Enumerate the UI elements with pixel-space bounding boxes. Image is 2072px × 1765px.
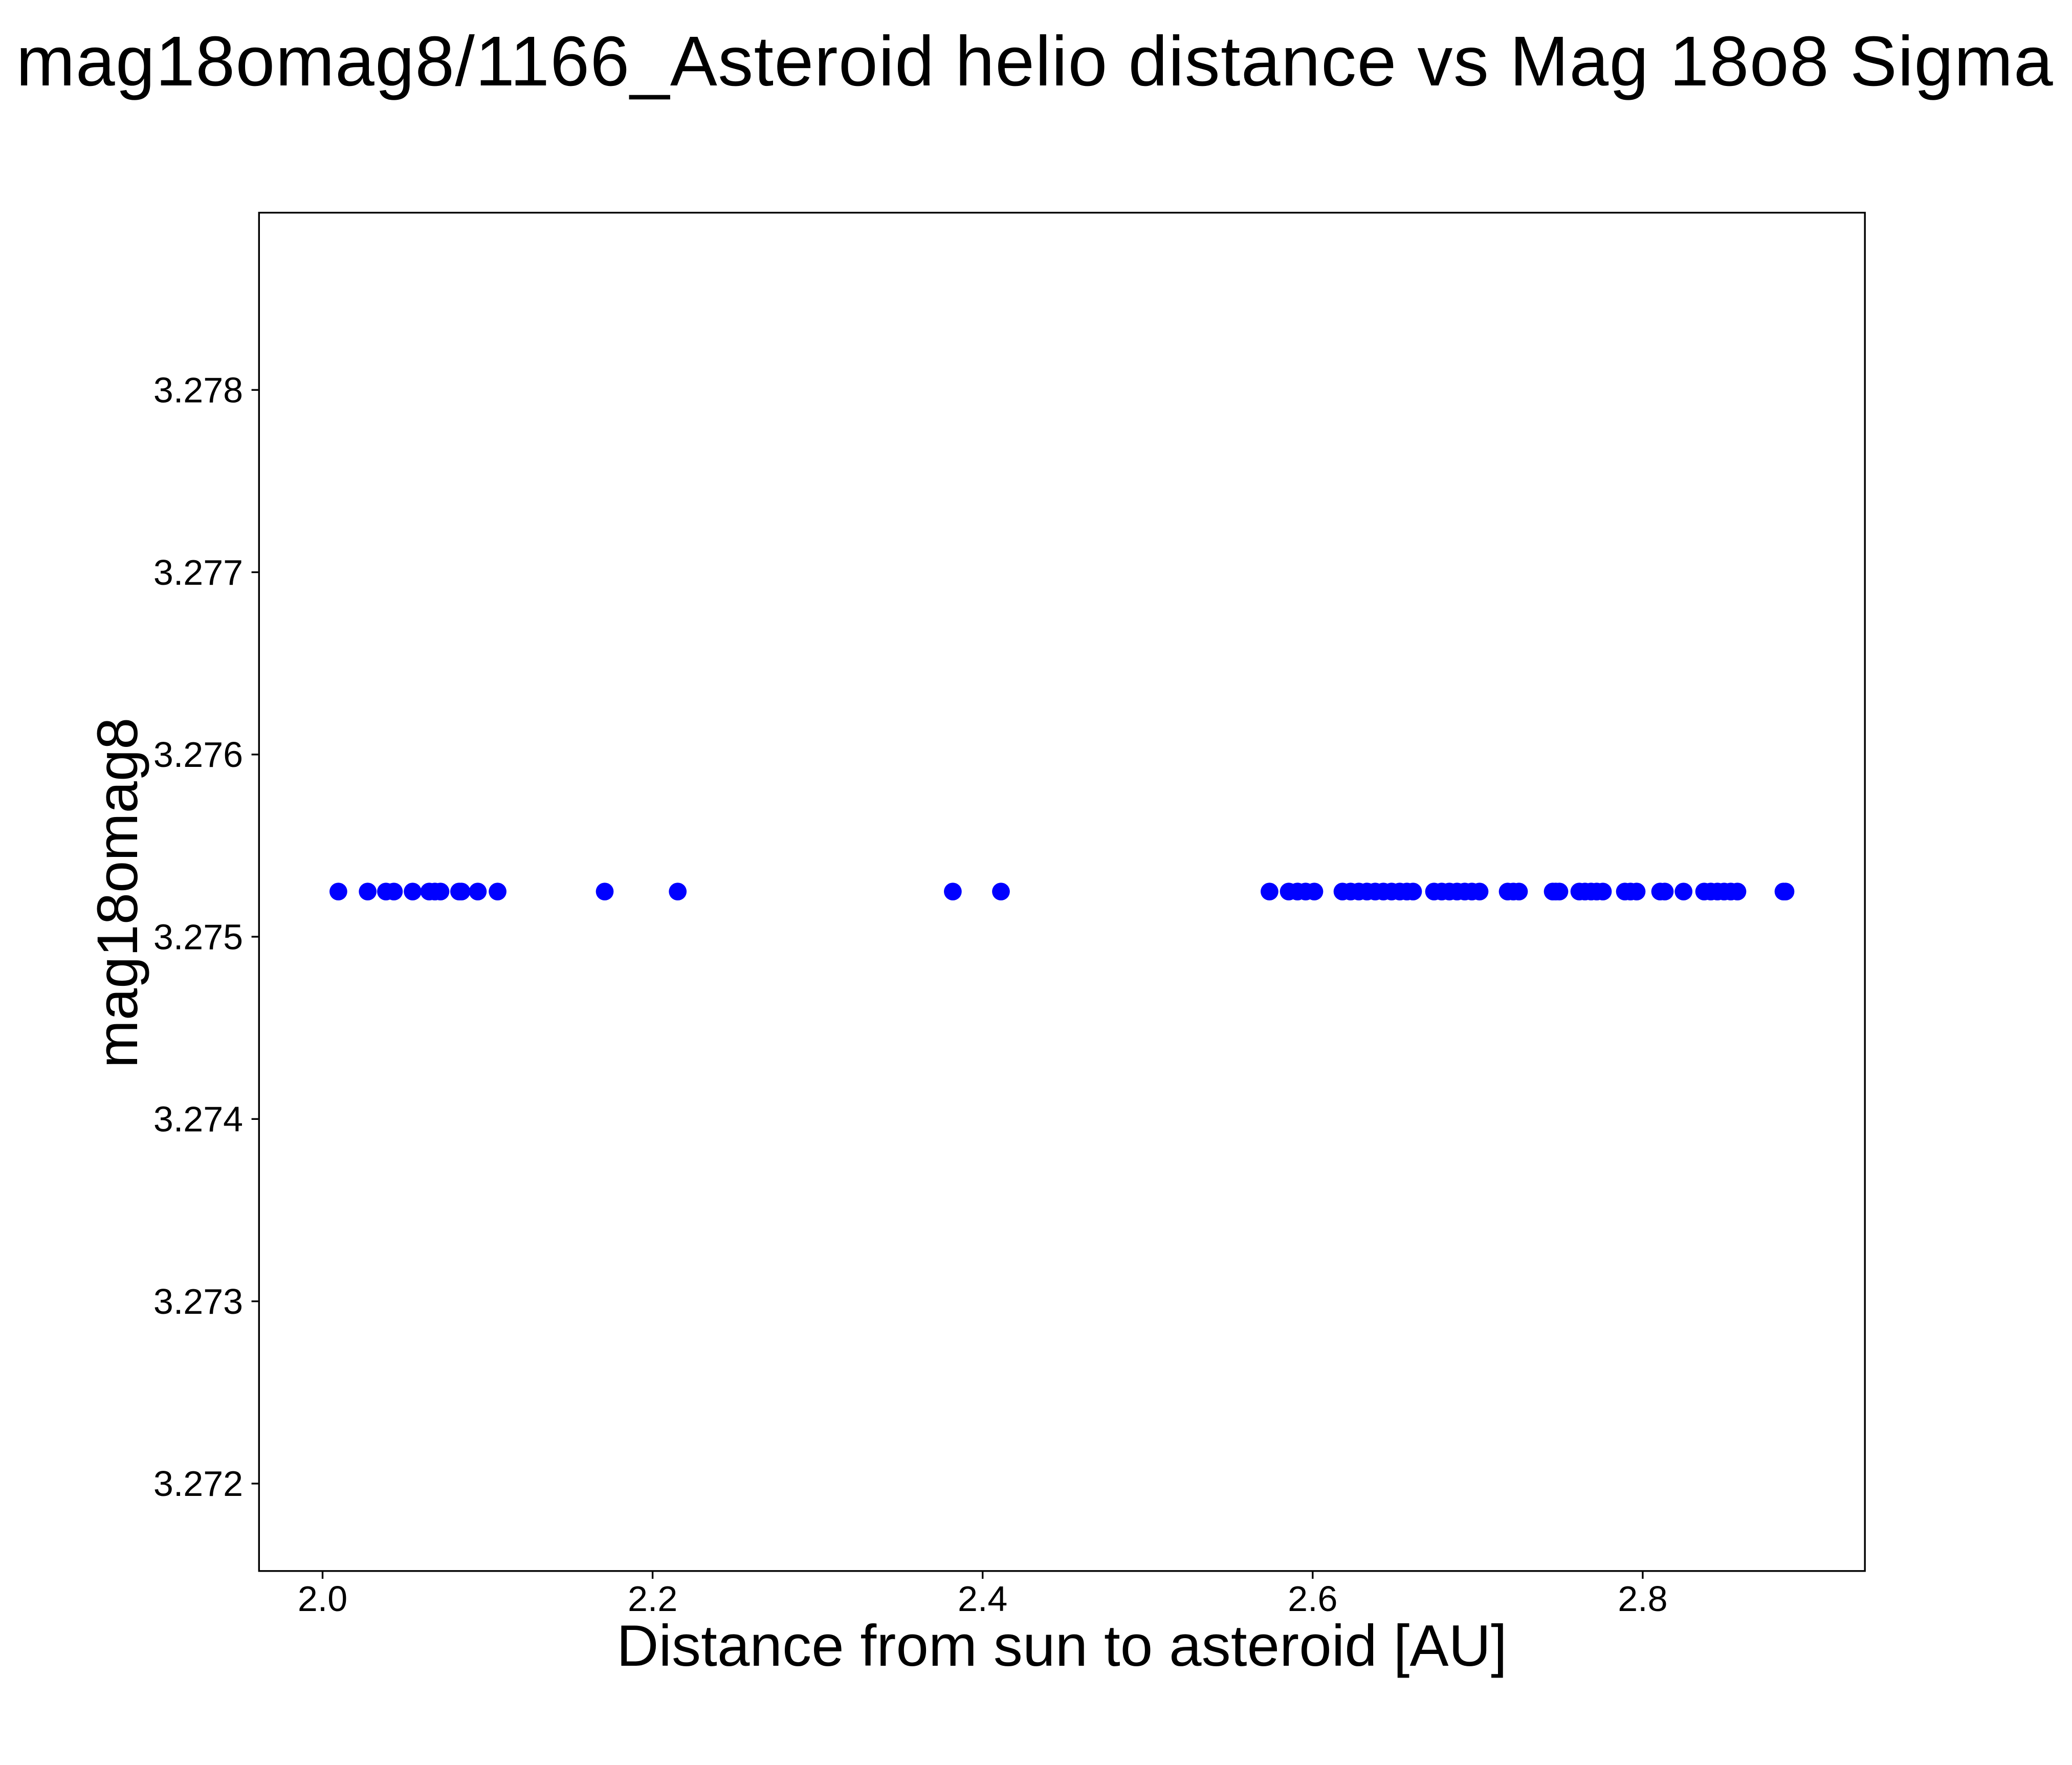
svg-text:2.4: 2.4 (958, 1579, 1007, 1619)
svg-text:2.2: 2.2 (628, 1579, 677, 1619)
svg-text:3.275: 3.275 (153, 917, 243, 957)
svg-text:3.272: 3.272 (153, 1464, 243, 1504)
svg-text:3.276: 3.276 (153, 735, 243, 775)
svg-text:Distance from sun to asteroid: Distance from sun to asteroid [AU] (616, 1614, 1507, 1679)
svg-text:mag18omag8/1166_Asteroid helio: mag18omag8/1166_Asteroid helio distance … (16, 22, 2054, 101)
svg-text:2.0: 2.0 (298, 1579, 347, 1619)
svg-text:3.278: 3.278 (153, 370, 243, 410)
svg-text:3.274: 3.274 (153, 1099, 243, 1139)
svg-text:3.273: 3.273 (153, 1282, 243, 1321)
svg-text:mag18omag8: mag18omag8 (85, 718, 149, 1068)
svg-text:2.8: 2.8 (1618, 1579, 1667, 1619)
svg-text:3.277: 3.277 (153, 553, 243, 592)
svg-text:2.6: 2.6 (1288, 1579, 1337, 1619)
